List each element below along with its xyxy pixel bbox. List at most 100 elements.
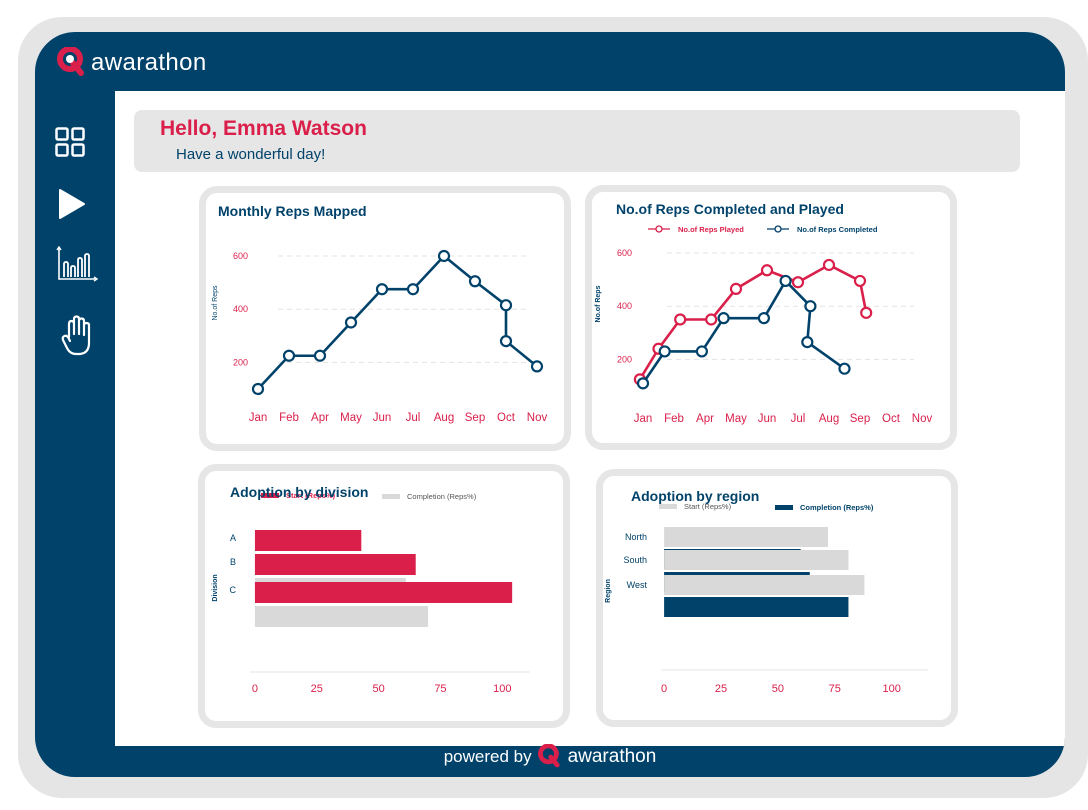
bar [664, 597, 849, 617]
data-point [853, 274, 867, 288]
chart-card-adoption-division: 0 25 50 75 100 A B C Division Start (Reps%) Comple… [198, 464, 570, 728]
powered-by-label: powered by [443, 747, 532, 766]
x-tick-label: May [340, 412, 362, 424]
category-label: A [230, 533, 236, 543]
x-tick-label: Nov [912, 413, 933, 425]
x-tick-label: Feb [664, 413, 684, 425]
data-point [344, 316, 358, 329]
greeting-banner: Hello, Emma Watson Have a wonderful day! [134, 110, 1020, 172]
data-point [779, 274, 792, 288]
data-point [375, 283, 389, 296]
awarathon-logo-icon [57, 47, 84, 76]
greeting-subtitle: Have a wonderful day! [176, 146, 326, 163]
y-axis-label: No.of Reps [212, 285, 219, 321]
sidebar-item-play[interactable] [57, 187, 87, 226]
category-label: South [623, 555, 647, 565]
x-tick-label: Jan [634, 413, 653, 425]
data-point [757, 312, 770, 325]
data-point [822, 258, 836, 272]
x-tick-label: Feb [279, 412, 299, 424]
sidebar-item-analytics[interactable] [55, 245, 99, 289]
bar [254, 530, 362, 551]
app-window: awarathon Hello, Emm [35, 32, 1065, 777]
data-point [760, 264, 774, 277]
category-label: West [627, 580, 648, 590]
hand-icon [61, 315, 91, 356]
x-tick-label: Jan [249, 412, 268, 424]
data-point [791, 276, 805, 289]
gridlines [667, 252, 914, 360]
y-tick-label: 200 [617, 354, 632, 364]
legend-swatch [659, 504, 677, 509]
x-tick-label: Apr [696, 413, 714, 425]
bar [254, 554, 416, 575]
legend-swatch [382, 494, 400, 499]
legend-label: Completion (Reps%) [407, 492, 477, 501]
x-tick-label: Jul [406, 412, 421, 424]
chart-title: Adoption by division [230, 484, 369, 500]
chart-card-adoption-region: 0 25 50 75 100 North South West Region Start (Rep… [596, 469, 958, 727]
y-tick-label: 600 [617, 248, 632, 258]
y-tick-label: 200 [233, 357, 248, 367]
category-label: North [625, 532, 647, 542]
footer: powered by awarathon [35, 744, 1065, 770]
chart-svg: 200 400 600 Jan Feb Apr May Jun Jul Aug Sep Oct Nov N… [212, 249, 547, 424]
greeting-title: Hello, Emma Watson [160, 117, 367, 140]
data-point [530, 360, 544, 373]
data-point [499, 299, 513, 312]
play-icon [59, 189, 85, 219]
brand-logo[interactable]: awarathon [57, 47, 207, 79]
category-label: C [230, 585, 237, 595]
data-point [804, 300, 817, 313]
x-tick-label: 0 [661, 683, 667, 695]
legend-marker [655, 225, 663, 233]
x-tick-label: 50 [372, 683, 384, 695]
bar [664, 527, 828, 547]
bar [254, 582, 513, 603]
x-tick-label: 50 [772, 683, 784, 695]
x-tick-label: Jun [373, 412, 392, 424]
data-point [437, 249, 451, 263]
data-point [838, 362, 851, 375]
y-tick-label: 400 [617, 301, 632, 311]
legend-swatch [261, 493, 279, 498]
sidebar-item-gesture[interactable] [60, 315, 94, 362]
x-tick-label: Jul [791, 413, 806, 425]
sidebar-item-dashboard[interactable] [55, 127, 85, 162]
data-point [499, 335, 513, 348]
legend-label: Completion (Reps%) [800, 503, 874, 512]
legend-marker [774, 225, 782, 233]
legend-label: Start (Reps%) [286, 491, 336, 500]
bar [664, 550, 849, 570]
x-tick-label: 75 [829, 683, 841, 695]
x-tick-label: 100 [493, 683, 511, 695]
y-tick-label: 400 [233, 304, 248, 314]
chart-title: Adoption by region [631, 488, 760, 504]
x-tick-label: May [725, 413, 747, 425]
data-point [801, 336, 814, 349]
data-point [717, 312, 730, 325]
awarathon-logo-icon [537, 744, 560, 768]
y-tick-label: 600 [233, 251, 248, 261]
x-tick-label: Jun [758, 413, 777, 425]
bar [254, 606, 429, 627]
data-point [695, 345, 709, 358]
data-point [282, 349, 296, 362]
x-tick-label: Oct [882, 413, 901, 425]
brand-name: awarathon [91, 49, 207, 76]
data-point [636, 377, 650, 390]
bar-chart-icon [56, 245, 99, 282]
data-point [406, 283, 420, 296]
data-point [468, 275, 482, 288]
chart-title: No.of Reps Completed and Played [616, 201, 844, 217]
x-tick-label: 100 [883, 683, 901, 695]
footer-brand-name: awarathon [567, 746, 657, 767]
data-point [674, 313, 687, 326]
x-tick-label: Aug [819, 413, 839, 425]
category-label: B [230, 557, 236, 567]
data-point [729, 282, 743, 295]
legend-label: No.of Reps Completed [797, 225, 878, 234]
x-tick-label: Apr [311, 412, 329, 424]
y-axis-label: Division [212, 574, 219, 601]
chart-svg: 200 400 600 Jan Feb Apr May Jun Jul Aug Sep Oct Nov N… [595, 225, 933, 425]
